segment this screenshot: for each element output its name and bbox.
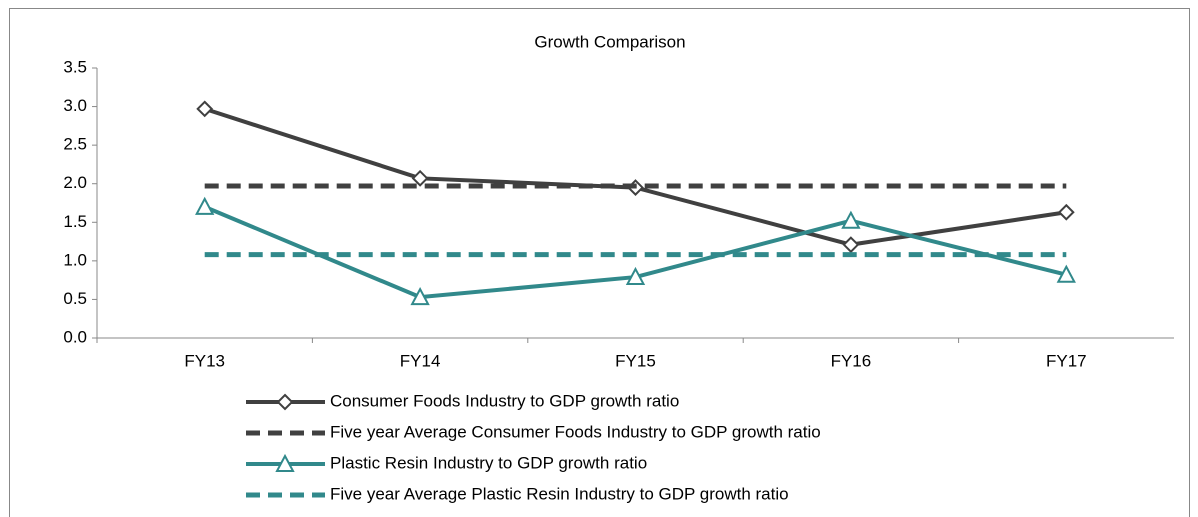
legend-label: Five year Average Consumer Foods Industr… [330, 422, 821, 441]
marker [1056, 264, 1076, 283]
y-tick-label: 2.5 [63, 135, 87, 154]
legend-label: Consumer Foods Industry to GDP growth ra… [330, 391, 679, 410]
marker [1057, 203, 1075, 221]
marker [196, 100, 214, 118]
marker [841, 210, 861, 229]
legend-label: Plastic Resin Industry to GDP growth rat… [330, 453, 647, 472]
x-tick-label: FY13 [184, 351, 225, 370]
chart-frame [9, 8, 1190, 517]
x-tick-label: FY17 [1046, 351, 1087, 370]
marker [625, 266, 646, 286]
y-tick-label: 1.0 [63, 250, 87, 269]
y-tick-label: 3.5 [63, 57, 87, 76]
marker [276, 393, 294, 411]
x-tick-label: FY14 [400, 351, 441, 370]
legend-label: Five year Average Plastic Resin Industry… [330, 484, 789, 503]
marker [410, 286, 430, 306]
marker [411, 169, 429, 187]
marker [842, 236, 860, 254]
x-tick-label: FY15 [615, 351, 656, 370]
chart-title: Growth Comparison [534, 32, 685, 51]
y-tick-label: 3.0 [63, 96, 87, 115]
marker [195, 196, 215, 215]
y-tick-label: 1.5 [63, 212, 87, 231]
x-tick-label: FY16 [831, 351, 872, 370]
y-tick-label: 2.0 [63, 173, 87, 192]
y-tick-label: 0.5 [63, 289, 87, 308]
marker [275, 453, 295, 472]
y-tick-label: 0.0 [63, 327, 87, 346]
